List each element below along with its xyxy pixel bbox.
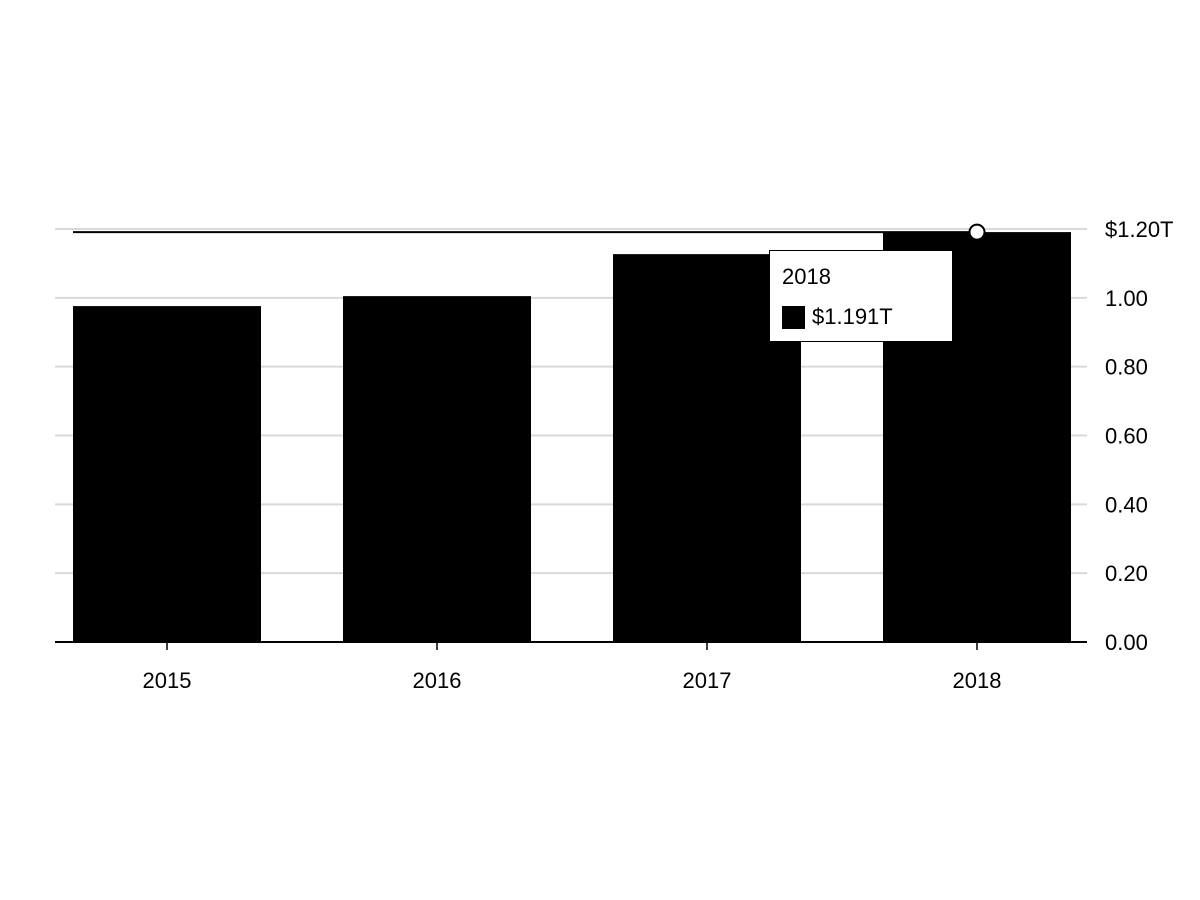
x-axis bbox=[55, 641, 1087, 650]
tooltip-value: $1.191T bbox=[812, 304, 893, 329]
bar-2016[interactable] bbox=[343, 296, 531, 642]
bars bbox=[73, 232, 1071, 643]
y-tick-label-6: $1.20T bbox=[1105, 217, 1174, 242]
x-tick-label-2015: 2015 bbox=[143, 668, 192, 693]
x-tick-label-2018: 2018 bbox=[953, 668, 1002, 693]
bar-2015[interactable] bbox=[73, 306, 261, 642]
y-tick-label-1: 0.20 bbox=[1105, 561, 1148, 586]
x-tick-label-2016: 2016 bbox=[413, 668, 462, 693]
y-tick-label-3: 0.60 bbox=[1105, 424, 1148, 449]
tooltip-row: $1.191T bbox=[782, 304, 893, 330]
x-tick-labels: 2015 2016 2017 2018 bbox=[143, 668, 1002, 693]
tooltip: 2018 $1.191T bbox=[769, 250, 953, 342]
hover-indicator bbox=[73, 223, 986, 241]
tooltip-swatch bbox=[782, 305, 805, 329]
tooltip-title: 2018 bbox=[782, 264, 831, 289]
y-tick-label-4: 0.80 bbox=[1105, 355, 1148, 380]
y-tick-label-5: 1.00 bbox=[1105, 286, 1148, 311]
y-tick-labels: 0.00 0.20 0.40 0.60 0.80 1.00 $1.20T bbox=[1105, 217, 1174, 655]
y-tick-label-2: 0.40 bbox=[1105, 492, 1148, 517]
x-tick-label-2017: 2017 bbox=[683, 668, 732, 693]
hover-point bbox=[968, 223, 986, 241]
y-tick-label-0: 0.00 bbox=[1105, 630, 1148, 655]
